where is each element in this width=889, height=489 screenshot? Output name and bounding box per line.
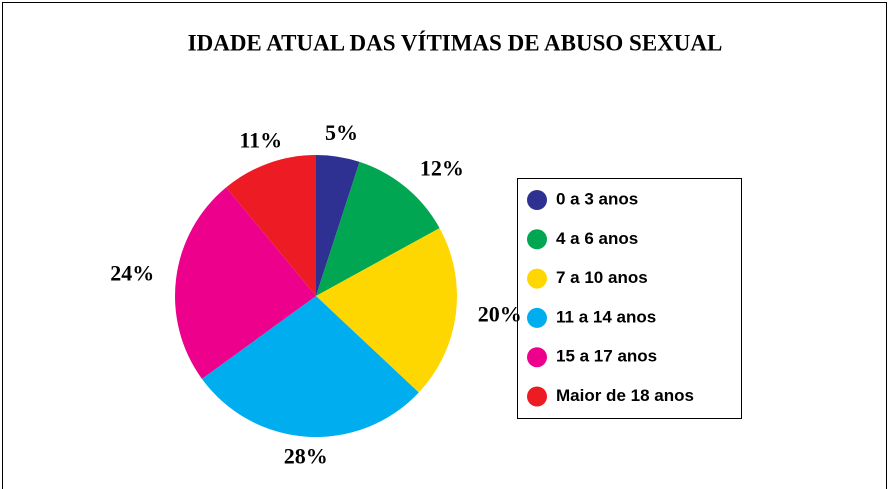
- legend-box: [517, 178, 742, 419]
- legend-marker: [527, 347, 547, 368]
- pie-slice: [316, 228, 457, 393]
- data-label: 12%: [420, 155, 464, 180]
- legend-label: 7 a 10 anos: [556, 268, 648, 287]
- pie-slice: [174, 187, 316, 379]
- legend-label: 4 a 6 anos: [556, 229, 638, 248]
- data-label: 24%: [110, 261, 154, 286]
- data-label: 11%: [239, 128, 282, 153]
- legend-marker: [527, 386, 547, 407]
- legend-label: 11 a 14 anos: [556, 307, 656, 326]
- legend-marker: [527, 229, 547, 250]
- legend-marker: [527, 307, 547, 328]
- legend-marker: [527, 268, 547, 289]
- pie-slice: [316, 155, 360, 296]
- legend-label: 15 a 17 anos: [556, 347, 657, 366]
- legend-label: 0 a 3 anos: [556, 189, 638, 208]
- pie-slice: [201, 296, 419, 438]
- legend-label: Maior de 18 anos: [556, 386, 694, 405]
- data-label: 5%: [325, 120, 358, 145]
- pie-slice: [226, 155, 316, 296]
- legend-marker: [527, 190, 547, 210]
- pie-slice: [316, 161, 440, 296]
- data-label: 20%: [478, 301, 522, 326]
- data-label: 28%: [284, 444, 328, 469]
- chart-title: IDADE ATUAL DAS VÍTIMAS DE ABUSO SEXUAL: [188, 30, 723, 55]
